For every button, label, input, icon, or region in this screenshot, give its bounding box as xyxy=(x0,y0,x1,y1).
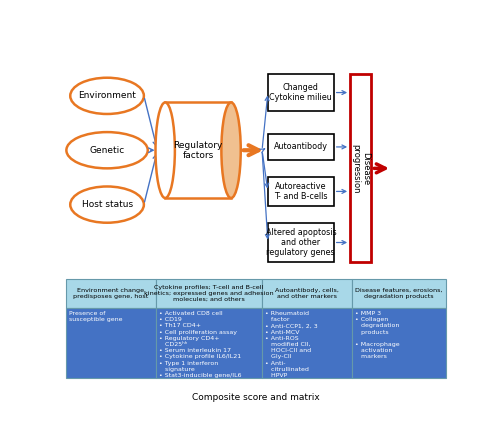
FancyBboxPatch shape xyxy=(350,74,372,262)
Text: Environment change
predisposes gene, host: Environment change predisposes gene, hos… xyxy=(74,288,148,299)
FancyBboxPatch shape xyxy=(66,309,156,377)
Text: Genetic: Genetic xyxy=(90,146,124,155)
FancyBboxPatch shape xyxy=(268,74,334,111)
FancyBboxPatch shape xyxy=(262,309,352,377)
Text: Host status: Host status xyxy=(82,200,132,209)
Text: Autoantibody, cells,
and other markers: Autoantibody, cells, and other markers xyxy=(275,288,339,299)
Text: Disease features, erosions,
degradation products: Disease features, erosions, degradation … xyxy=(356,288,443,299)
FancyBboxPatch shape xyxy=(352,309,446,377)
FancyBboxPatch shape xyxy=(268,134,334,160)
FancyBboxPatch shape xyxy=(165,102,231,198)
FancyBboxPatch shape xyxy=(268,177,334,206)
Text: Changed
Cytokine milieu: Changed Cytokine milieu xyxy=(270,83,332,102)
FancyBboxPatch shape xyxy=(262,279,352,309)
Ellipse shape xyxy=(222,102,241,198)
Text: Presence of
susceptible gene: Presence of susceptible gene xyxy=(69,311,122,322)
FancyBboxPatch shape xyxy=(268,223,334,262)
Text: Composite score and matrix: Composite score and matrix xyxy=(192,393,320,402)
Text: Environment: Environment xyxy=(78,91,136,100)
Ellipse shape xyxy=(156,102,175,198)
FancyBboxPatch shape xyxy=(156,279,262,309)
Text: • MMP 3
• Collagen
   degradation
   products

• Macrophage
   activation
   mar: • MMP 3 • Collagen degradation products … xyxy=(355,311,400,360)
Text: Disease
progression: Disease progression xyxy=(351,144,370,193)
Text: Autoreactive
T- and B-cells: Autoreactive T- and B-cells xyxy=(274,182,328,201)
FancyBboxPatch shape xyxy=(66,279,156,309)
FancyBboxPatch shape xyxy=(352,279,446,309)
Text: Regulatory
factors: Regulatory factors xyxy=(174,140,223,160)
Text: Cytokine profiles; T-cell and B-cell
kinetics; expressed genes and adhesion
mole: Cytokine profiles; T-cell and B-cell kin… xyxy=(144,285,274,302)
Text: • Rheumatoid
   factor
• Anti-CCP1, 2, 3
• Anti-MCV
• Anti-ROS
   modified CII,
: • Rheumatoid factor • Anti-CCP1, 2, 3 • … xyxy=(265,311,318,378)
FancyBboxPatch shape xyxy=(156,309,262,377)
Text: Altered apoptosis
and other
regulatory genes: Altered apoptosis and other regulatory g… xyxy=(266,228,336,257)
Text: • Activated CD8 cell
• CD19
• Th17 CD4+
• Cell proliferation assay
• Regulatory : • Activated CD8 cell • CD19 • Th17 CD4+ … xyxy=(159,311,242,378)
Text: Autoantibody: Autoantibody xyxy=(274,143,328,152)
